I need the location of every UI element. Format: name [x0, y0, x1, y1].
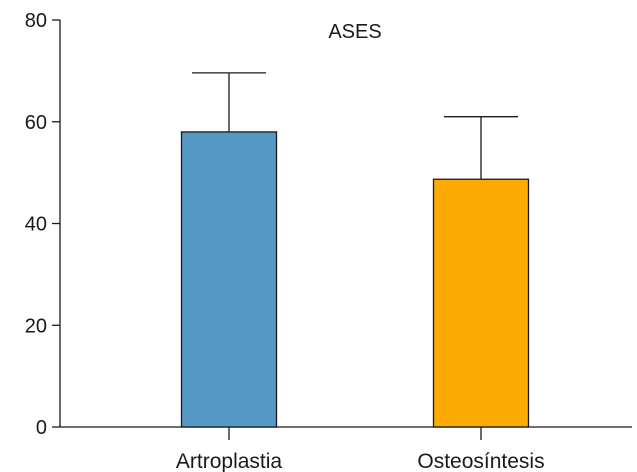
bar-artroplastia [180, 131, 278, 428]
chart-title: ASES [328, 21, 381, 43]
y-tick-label: 20 [25, 315, 47, 337]
y-tick-label: 80 [25, 10, 47, 32]
x-category-label: Artroplastia [176, 450, 283, 472]
bars [180, 72, 530, 428]
y-ticks: 0 20 40 60 80 [25, 10, 60, 439]
x-category-label: Osteosíntesis [417, 450, 544, 472]
axes [59, 20, 632, 428]
y-tick-label: 60 [25, 112, 47, 134]
y-tick-label: 40 [25, 214, 47, 236]
y-tick-label: 0 [36, 417, 47, 439]
x-ticks: Artroplastia Osteosíntesis [176, 427, 545, 472]
bar-osteosintesis [432, 178, 530, 428]
